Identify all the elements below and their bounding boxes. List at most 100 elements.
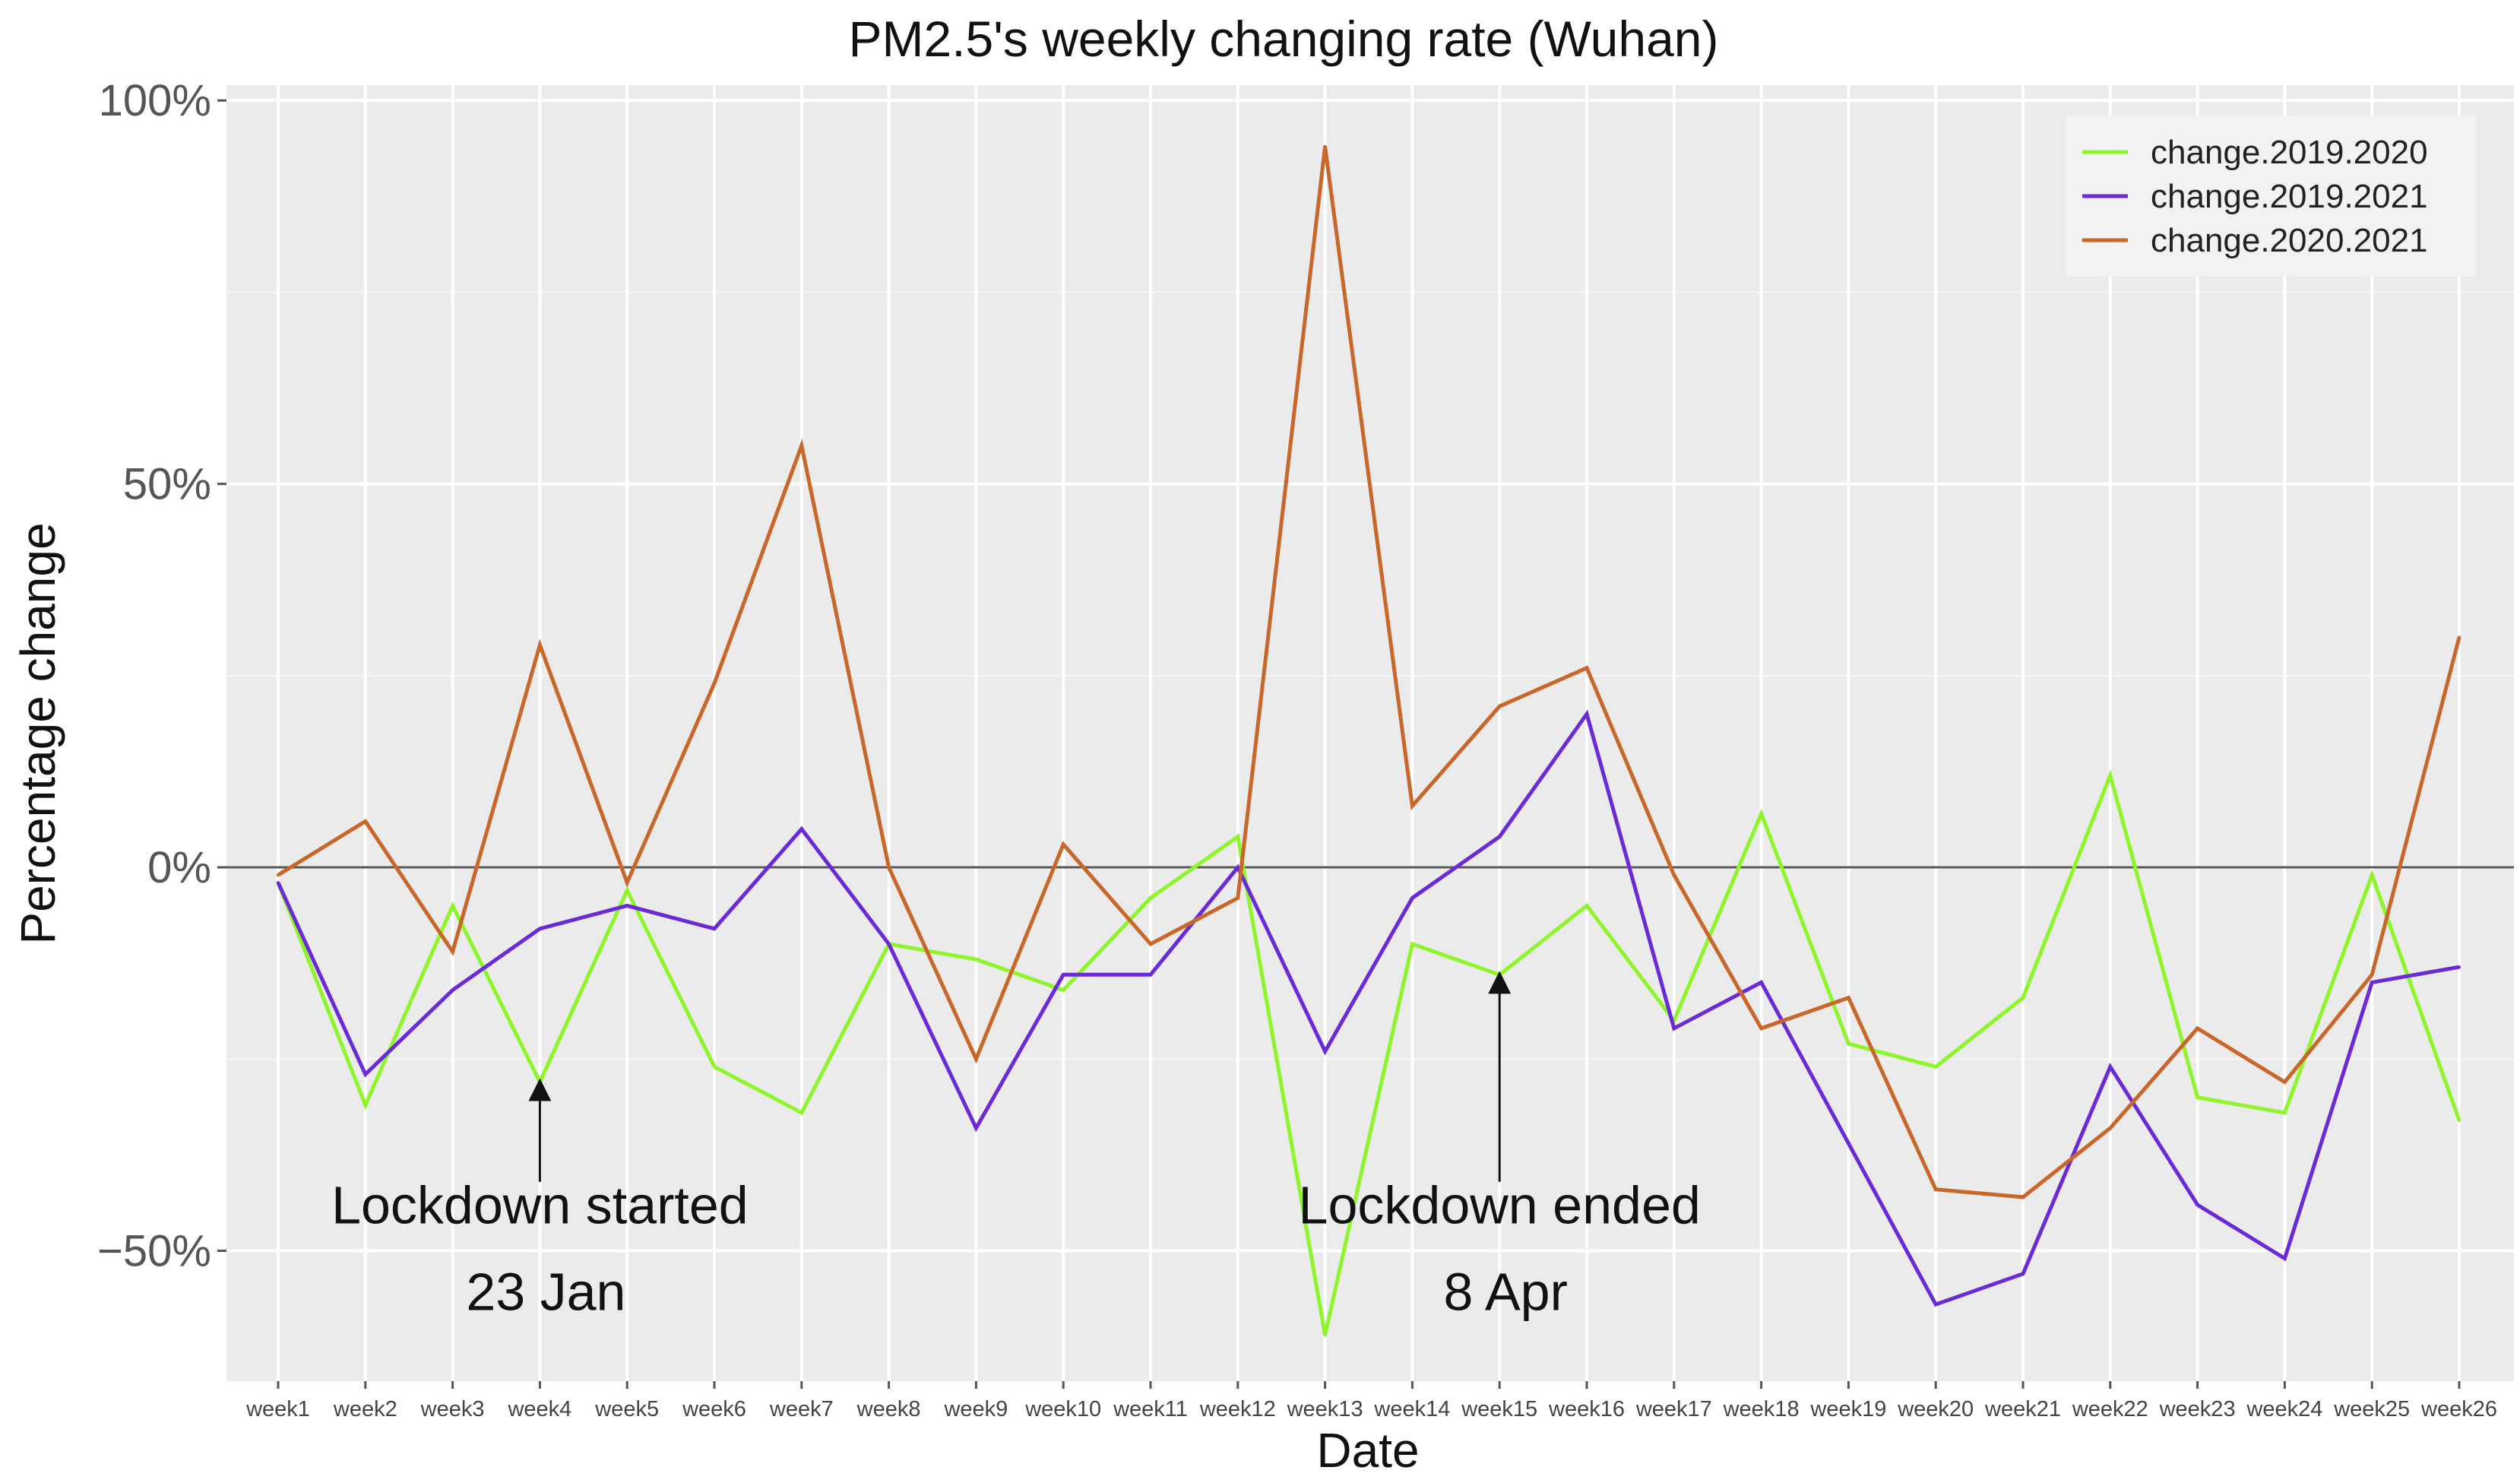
data-point xyxy=(1149,973,1152,977)
data-point xyxy=(1236,866,1239,870)
data-point xyxy=(1759,981,1763,984)
data-point xyxy=(1149,896,1152,900)
y-tick-label: 50% xyxy=(123,460,211,509)
data-point xyxy=(451,904,454,908)
data-point xyxy=(1585,712,1588,716)
data-point xyxy=(277,881,280,885)
data-point xyxy=(713,927,716,930)
data-point xyxy=(974,1127,978,1130)
data-point xyxy=(625,881,629,885)
series-line-change-2019-2021 xyxy=(276,709,2460,1307)
y-axis-title: Percentage change xyxy=(11,522,65,944)
data-point xyxy=(799,444,803,448)
data-point xyxy=(2458,965,2461,969)
x-tick-label: week6 xyxy=(682,1397,746,1421)
data-point xyxy=(1934,1303,1938,1307)
y-tick-label: 100% xyxy=(99,76,211,125)
data-point xyxy=(1149,942,1152,946)
series-lines xyxy=(276,144,2461,1337)
data-point xyxy=(1847,996,1850,1000)
data-point xyxy=(451,950,454,954)
data-point xyxy=(625,889,629,892)
data-point xyxy=(1323,144,1327,148)
x-tick-label: week1 xyxy=(245,1397,310,1421)
x-tick-label: week8 xyxy=(856,1397,921,1421)
data-point xyxy=(625,904,629,908)
x-tick-label: week18 xyxy=(1723,1397,1800,1421)
data-point xyxy=(2196,1026,2199,1030)
x-tick-label: week7 xyxy=(769,1397,834,1421)
annotations: Lockdown started 23 Jan Lockdown ended 8 Ap… xyxy=(331,971,1701,1321)
y-tick-label: 0% xyxy=(147,843,211,892)
data-point xyxy=(451,988,454,992)
data-point xyxy=(1062,988,1065,992)
series-line-change-2020-2021 xyxy=(277,146,2461,1199)
data-point xyxy=(1236,835,1239,838)
data-point xyxy=(713,681,716,685)
data-point xyxy=(2108,1127,2112,1130)
x-tick-label: week16 xyxy=(1548,1397,1625,1421)
data-point xyxy=(2196,1203,2199,1206)
x-axis-ticks: week1 week2 week3 week4 week5 week6 week7 week8… xyxy=(245,1381,2497,1421)
data-point xyxy=(363,1073,367,1076)
data-point xyxy=(2021,1272,2025,1275)
data-point xyxy=(2196,1095,2199,1099)
x-tick-label: week3 xyxy=(420,1397,485,1421)
chart-title: PM2.5's weekly changing rate (Wuhan) xyxy=(849,11,1719,67)
data-point xyxy=(2283,1111,2287,1114)
data-point xyxy=(974,958,978,962)
x-tick-label: week13 xyxy=(1287,1397,1363,1421)
legend-box xyxy=(2066,116,2476,277)
data-point xyxy=(887,942,891,946)
data-point xyxy=(2458,635,2461,639)
data-point xyxy=(1498,835,1502,838)
annotation-label: Lockdown started xyxy=(331,1175,749,1234)
data-point xyxy=(1410,804,1414,808)
data-point xyxy=(799,1111,803,1114)
data-point xyxy=(1323,1050,1327,1054)
data-point xyxy=(277,873,280,877)
data-point xyxy=(1498,705,1502,708)
data-point xyxy=(2108,1065,2112,1069)
data-point xyxy=(1934,1187,1938,1191)
legend-label: change.2019.2021 xyxy=(2151,178,2428,215)
data-point xyxy=(1585,666,1588,670)
data-point xyxy=(2108,773,2112,777)
data-point xyxy=(1847,1042,1850,1046)
data-point xyxy=(2283,1080,2287,1084)
data-point xyxy=(2370,873,2374,877)
data-point xyxy=(1323,1333,1327,1337)
data-point xyxy=(363,1103,367,1107)
data-point xyxy=(887,866,891,870)
data-point xyxy=(1236,896,1239,900)
data-point xyxy=(1062,973,1065,977)
series-line-change-2019-2020 xyxy=(276,769,2461,1336)
data-point xyxy=(2370,981,2374,984)
annotation-label: Lockdown ended xyxy=(1299,1175,1701,1234)
data-point xyxy=(2021,1195,2025,1199)
x-tick-label: week25 xyxy=(2333,1397,2410,1421)
data-point xyxy=(1585,904,1588,908)
x-tick-label: week15 xyxy=(1461,1397,1537,1421)
data-point xyxy=(363,819,367,823)
x-tick-label: week9 xyxy=(943,1397,1008,1421)
y-tick-label: −50% xyxy=(97,1226,211,1275)
data-point xyxy=(799,827,803,831)
data-point xyxy=(1410,896,1414,900)
data-point xyxy=(974,1057,978,1061)
x-tick-label: week23 xyxy=(2159,1397,2236,1421)
x-tick-label: week5 xyxy=(594,1397,659,1421)
x-tick-label: week26 xyxy=(2420,1397,2497,1421)
x-tick-label: week19 xyxy=(1809,1397,1886,1421)
y-axis-ticks: 100% 50% 0% −50% xyxy=(97,76,226,1275)
plot-panel xyxy=(226,85,2514,1381)
data-point xyxy=(1759,812,1763,816)
data-point xyxy=(1847,1142,1850,1146)
annotation-date: 23 Jan xyxy=(466,1262,625,1321)
data-point xyxy=(1672,873,1676,877)
x-tick-label: week2 xyxy=(333,1397,397,1421)
data-point xyxy=(2370,973,2374,977)
data-point xyxy=(1934,1065,1938,1069)
x-tick-label: week24 xyxy=(2246,1397,2322,1421)
